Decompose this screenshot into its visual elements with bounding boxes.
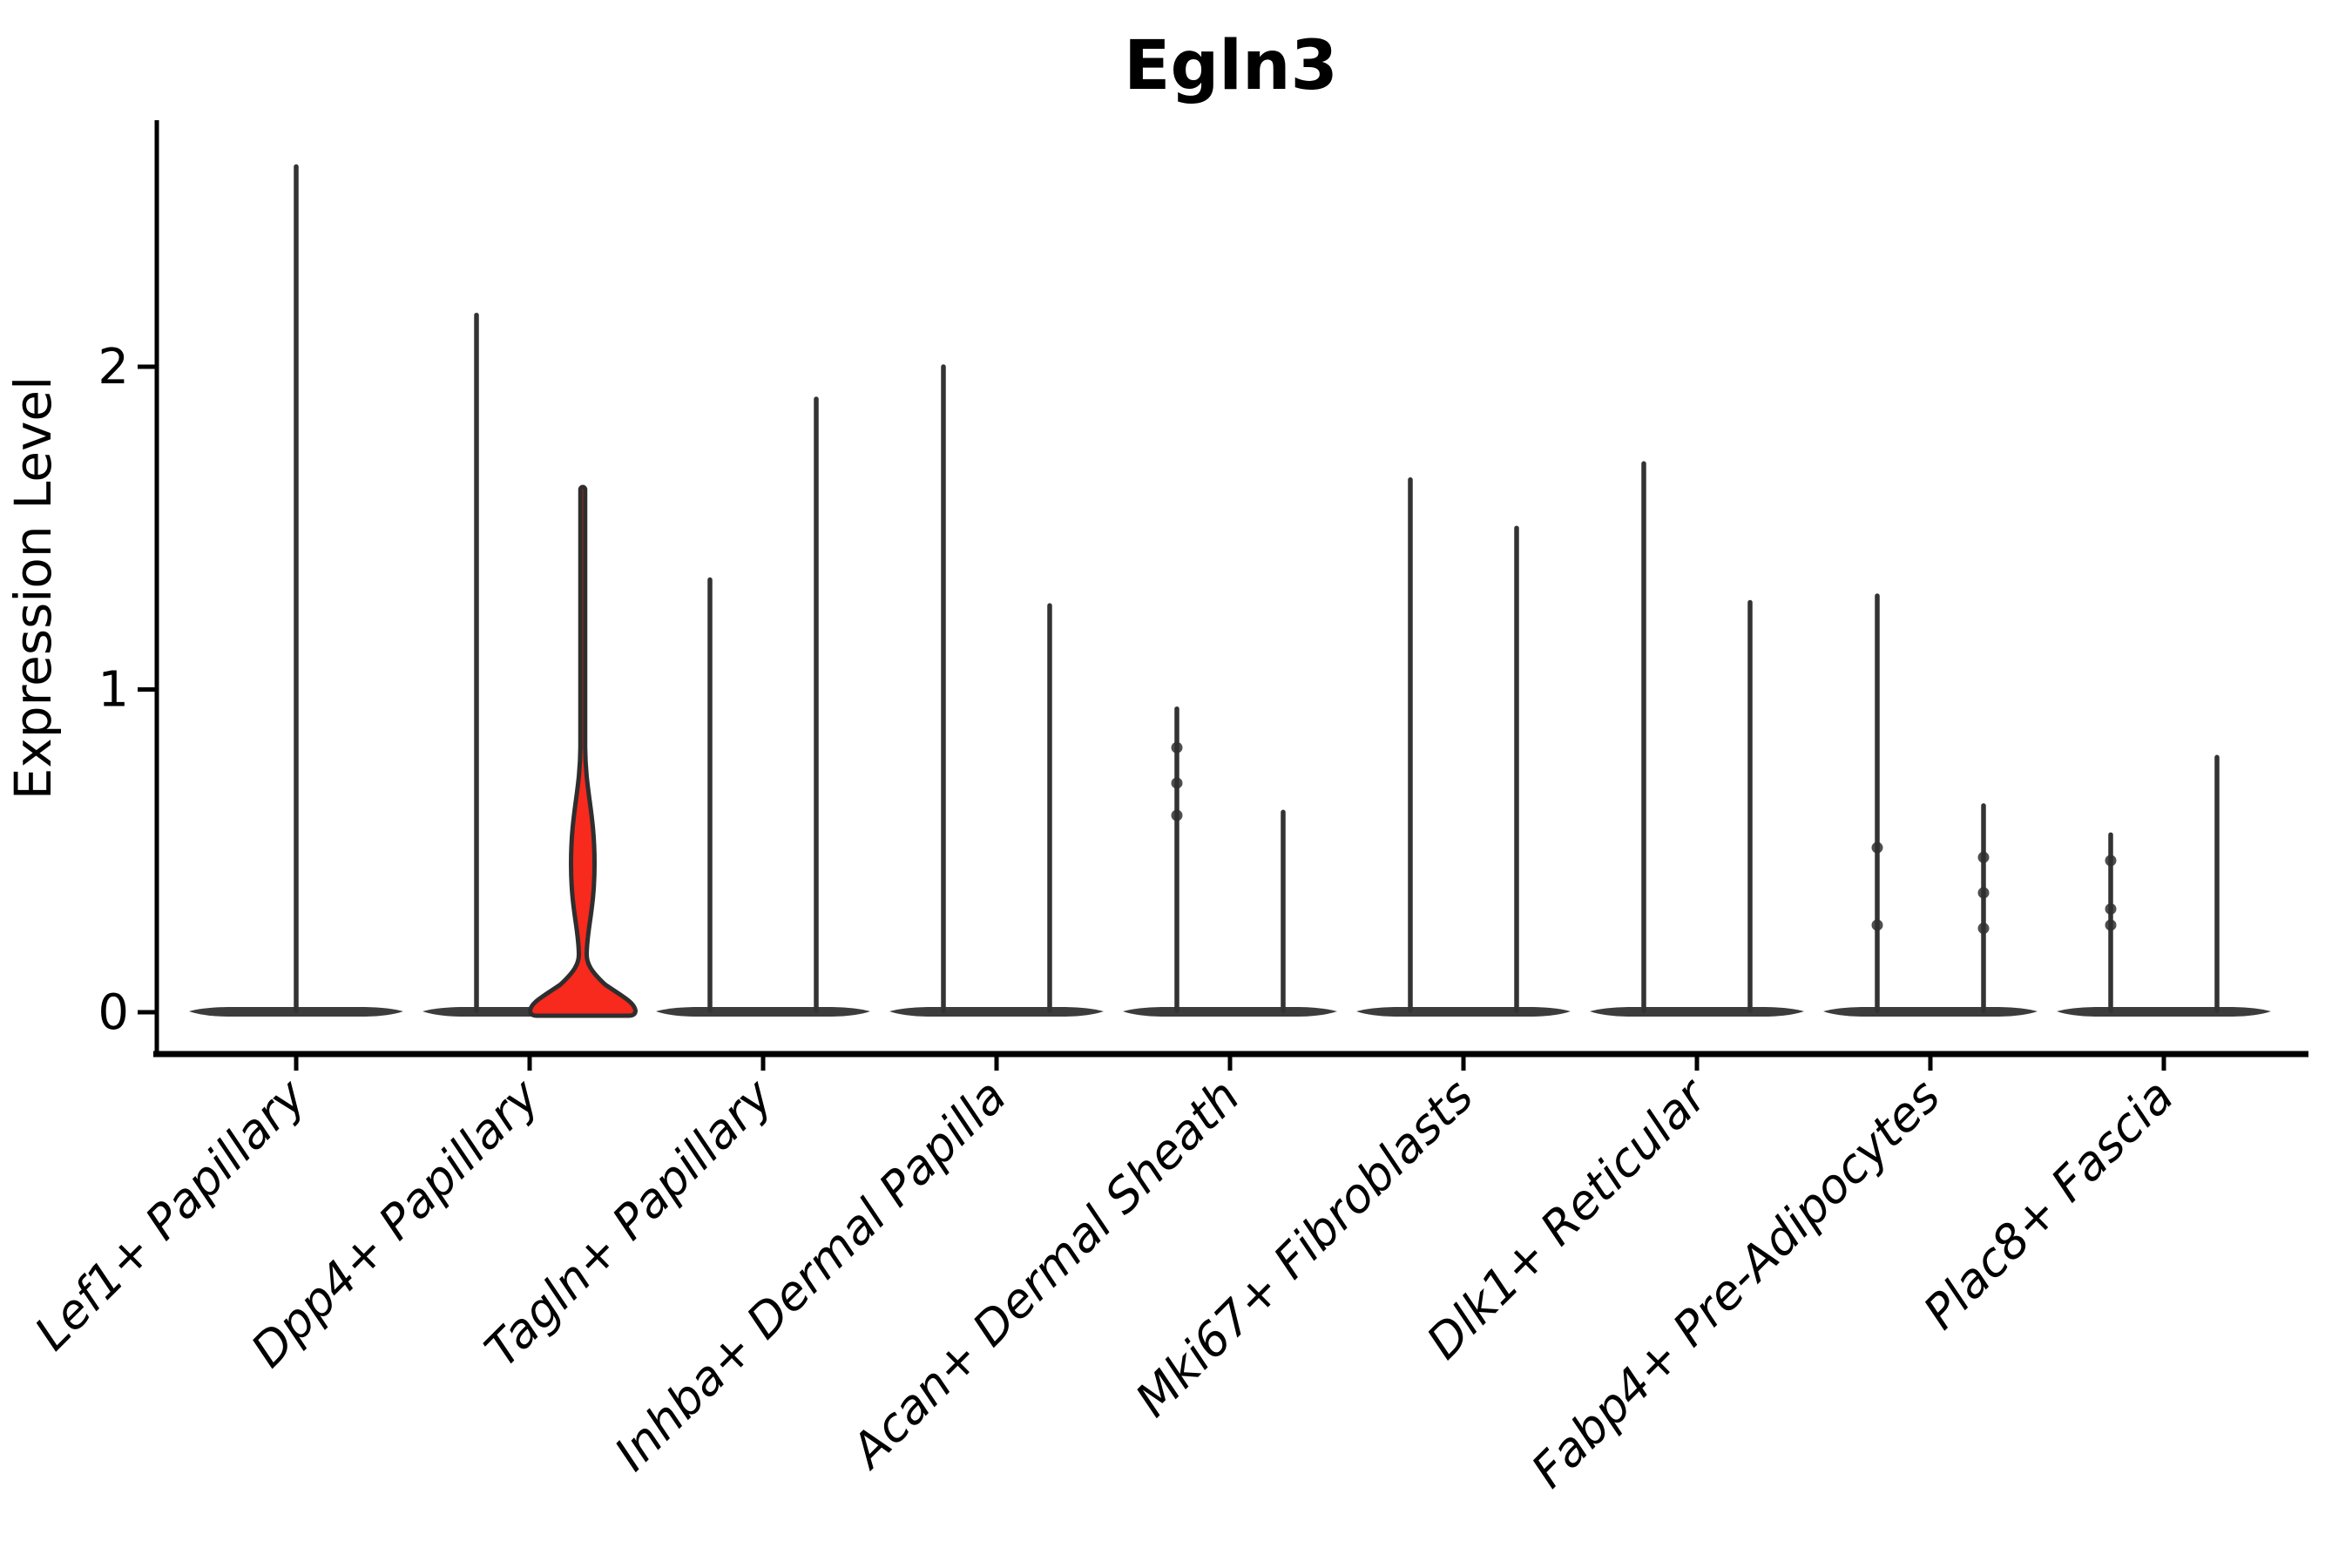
x-tick-label: Fabp4+ Pre-Adipocytes xyxy=(1521,1069,1950,1498)
violin-base xyxy=(889,1007,1104,1017)
cell-dot xyxy=(1171,777,1183,789)
y-axis-label: Expression Level xyxy=(3,376,63,800)
violin-base xyxy=(1356,1007,1571,1017)
cell-dot xyxy=(1977,923,1990,935)
violin-bodies xyxy=(294,164,2220,1018)
cell-dot xyxy=(2105,919,2117,931)
cell-dot xyxy=(1171,809,1183,821)
violin-base xyxy=(1823,1007,2038,1017)
violin-highlighted xyxy=(528,484,638,1018)
y-tick-label: 1 xyxy=(98,662,129,719)
cell-dot xyxy=(2105,855,2117,867)
x-tick-label: Inhba+ Dermal Papilla xyxy=(604,1069,1017,1482)
violin-base xyxy=(656,1007,870,1017)
x-tick-label: Acan+ Dermal Sheath xyxy=(839,1069,1250,1480)
cell-dot xyxy=(1871,919,1883,931)
chart-title: Egln3 xyxy=(1124,27,1338,105)
cell-dot xyxy=(1977,851,1990,863)
y-tick-label: 0 xyxy=(98,984,129,1041)
violin-bases xyxy=(189,1007,2271,1017)
cell-dot xyxy=(1977,887,1990,899)
violin-base xyxy=(1590,1007,1804,1017)
cell-dot xyxy=(1171,741,1183,754)
violin-base xyxy=(1123,1007,1337,1017)
cell-dot xyxy=(2105,902,2117,915)
cell-dot xyxy=(1871,841,1883,854)
violin-base xyxy=(2057,1007,2271,1017)
y-tick-label: 2 xyxy=(98,339,129,395)
x-tick-label: Plac8+ Fascia xyxy=(1913,1069,2184,1340)
y-axis-ticks: 0 1 2 xyxy=(98,339,157,1041)
